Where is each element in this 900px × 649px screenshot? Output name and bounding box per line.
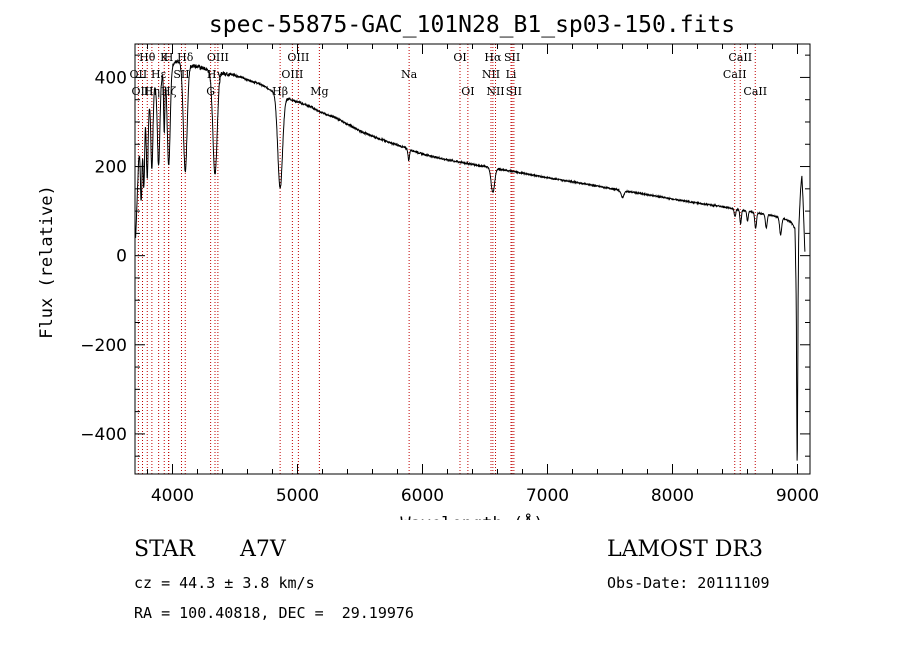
y-tick-label: 200 (95, 158, 127, 178)
survey-name: LAMOST DR3 (607, 537, 763, 562)
spectral-line-label: K (160, 51, 169, 64)
sky-coordinates: RA = 100.40818, DEC = 29.19976 (134, 604, 414, 622)
spectral-line-label: Mg (310, 85, 328, 98)
spectral-line-label: NII (482, 68, 500, 81)
chart-title: spec-55875-GAC_101N28_B1_sp03-150.fits (209, 12, 735, 38)
plot-frame (134, 43, 811, 475)
spectral-line-label: SII (504, 51, 520, 64)
y-axis-label: Flux (relative) (37, 185, 57, 339)
spectral-line-label: Hδ (177, 51, 194, 64)
spectral-line-label: CaII (743, 85, 767, 98)
spectral-line-label: OI (461, 85, 474, 98)
x-axis-label: Wavelength (Å) (400, 512, 543, 520)
spectrum-chart: spec-55875-GAC_101N28_B1_sp03-150.fits H… (37, 12, 819, 520)
spectral-line-label: OII (130, 68, 148, 81)
spectral-line-label: Hα (484, 51, 502, 64)
y-tick-label: −200 (80, 336, 127, 356)
object-subclass: A7V (240, 537, 286, 562)
spectral-line-label: NII (486, 85, 504, 98)
spectral-line-label: H (164, 51, 174, 64)
y-tick-label: 0 (116, 247, 127, 267)
x-axis-ticks: 4000 5000 6000 7000 8000 9000 (147, 44, 819, 506)
spectral-line-label: Li (506, 68, 517, 81)
x-tick-label: 6000 (401, 486, 444, 506)
spectral-line-markers (137, 44, 756, 474)
observation-date: Obs-Date: 20111109 (607, 574, 770, 592)
spectral-line-label: CaII (723, 68, 747, 81)
y-axis-ticks: −400 −200 0 200 400 (80, 54, 810, 457)
spectral-line-label: Hη (144, 85, 160, 98)
redshift-value: cz = 44.3 ± 3.8 km/s (134, 574, 315, 592)
spectral-line-label: Hβ (272, 85, 288, 98)
y-tick-label: −400 (80, 425, 127, 445)
spectral-line-label: Hθ (139, 51, 156, 64)
x-tick-label: 7000 (526, 486, 569, 506)
x-tick-label: 8000 (651, 486, 694, 506)
spectral-line-label: OIII (207, 51, 229, 64)
spectral-line-label: OIII (131, 85, 153, 98)
spectral-line-label: OI (453, 51, 466, 64)
spectral-line-label: SII (506, 85, 522, 98)
spectral-line-label: CaII (728, 51, 752, 64)
x-tick-label: 5000 (276, 486, 319, 506)
spectral-line-label: Hγ (207, 68, 224, 81)
spectral-line-label: OIII (281, 68, 303, 81)
x-tick-label: 9000 (776, 486, 819, 506)
spectral-line-label: Hε (151, 68, 167, 81)
y-tick-label: 400 (95, 68, 127, 88)
spectral-line-label: OIII (287, 51, 309, 64)
x-tick-label: 4000 (151, 486, 194, 506)
spectral-line-label: Na (401, 68, 418, 81)
spectrum-line (135, 58, 806, 461)
object-class: STAR (134, 537, 195, 562)
